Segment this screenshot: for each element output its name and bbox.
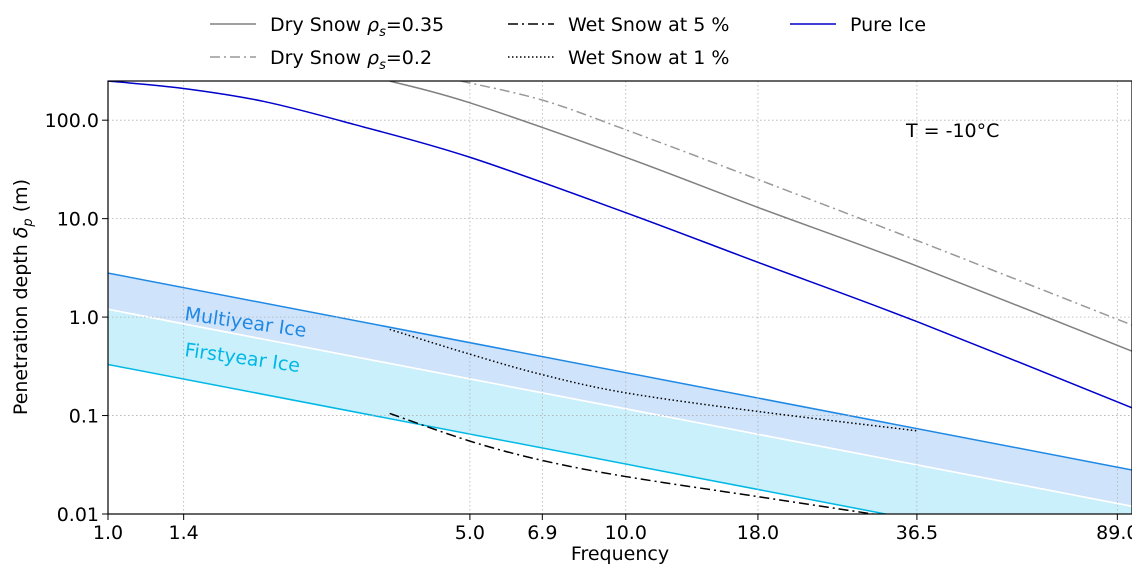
ice-bands [108,272,1132,514]
band-fill-0 [108,273,1132,507]
series-line-3 [389,328,917,432]
legend-label-4: Pure Ice [850,14,926,36]
y-tick-label: 0.1 [69,406,99,428]
y-tick-label: 1.0 [69,307,99,329]
series-line-0 [389,81,1132,352]
x-tick-label: 10.0 [605,522,647,544]
data-series [108,81,1132,514]
legend-label-2: Wet Snow at 5 % [568,14,729,36]
legend: Dry Snow ρs=0.35 Dry Snow ρs=0.2 Wet Snow … [210,14,926,73]
series-line-1 [460,81,1132,326]
band-fill-1 [108,309,1132,514]
y-tick-label: 100.0 [45,110,99,132]
x-axis-ticks: 1.0 1.4 5.0 6.9 10.0 18.0 36.5 89.0 [93,514,1132,544]
plot-frame [107,80,1132,515]
band-lower-edge-1 [108,363,890,514]
x-tick-label: 5.0 [455,522,485,544]
band-upper-edge-0 [108,272,1132,471]
legend-label-3: Wet Snow at 1 % [568,47,729,69]
legend-label-0: Dry Snow ρs=0.35 [270,14,444,40]
y-axis-label: Penetration depth δp (m) [10,179,36,415]
x-tick-label: 18.0 [737,522,779,544]
series-line-4 [108,81,1132,409]
x-axis-label: Frequency [571,543,669,564]
x-tick-label: 36.5 [896,522,938,544]
x-tick-label: 6.9 [527,522,557,544]
series-line-2 [389,412,873,514]
y-tick-label: 10.0 [57,209,99,231]
x-tick-label: 1.4 [169,522,199,544]
legend-label-1: Dry Snow ρs=0.2 [270,47,432,73]
y-tick-label: 0.01 [57,504,99,526]
band-upper-edge-1 [108,308,1132,507]
x-tick-label: 1.0 [93,522,123,544]
temperature-annotation: T = -10°C [905,120,999,142]
y-axis-ticks: 0.01 0.1 1.0 10.0 100.0 [45,110,108,526]
x-tick-label: 89.0 [1096,522,1132,544]
